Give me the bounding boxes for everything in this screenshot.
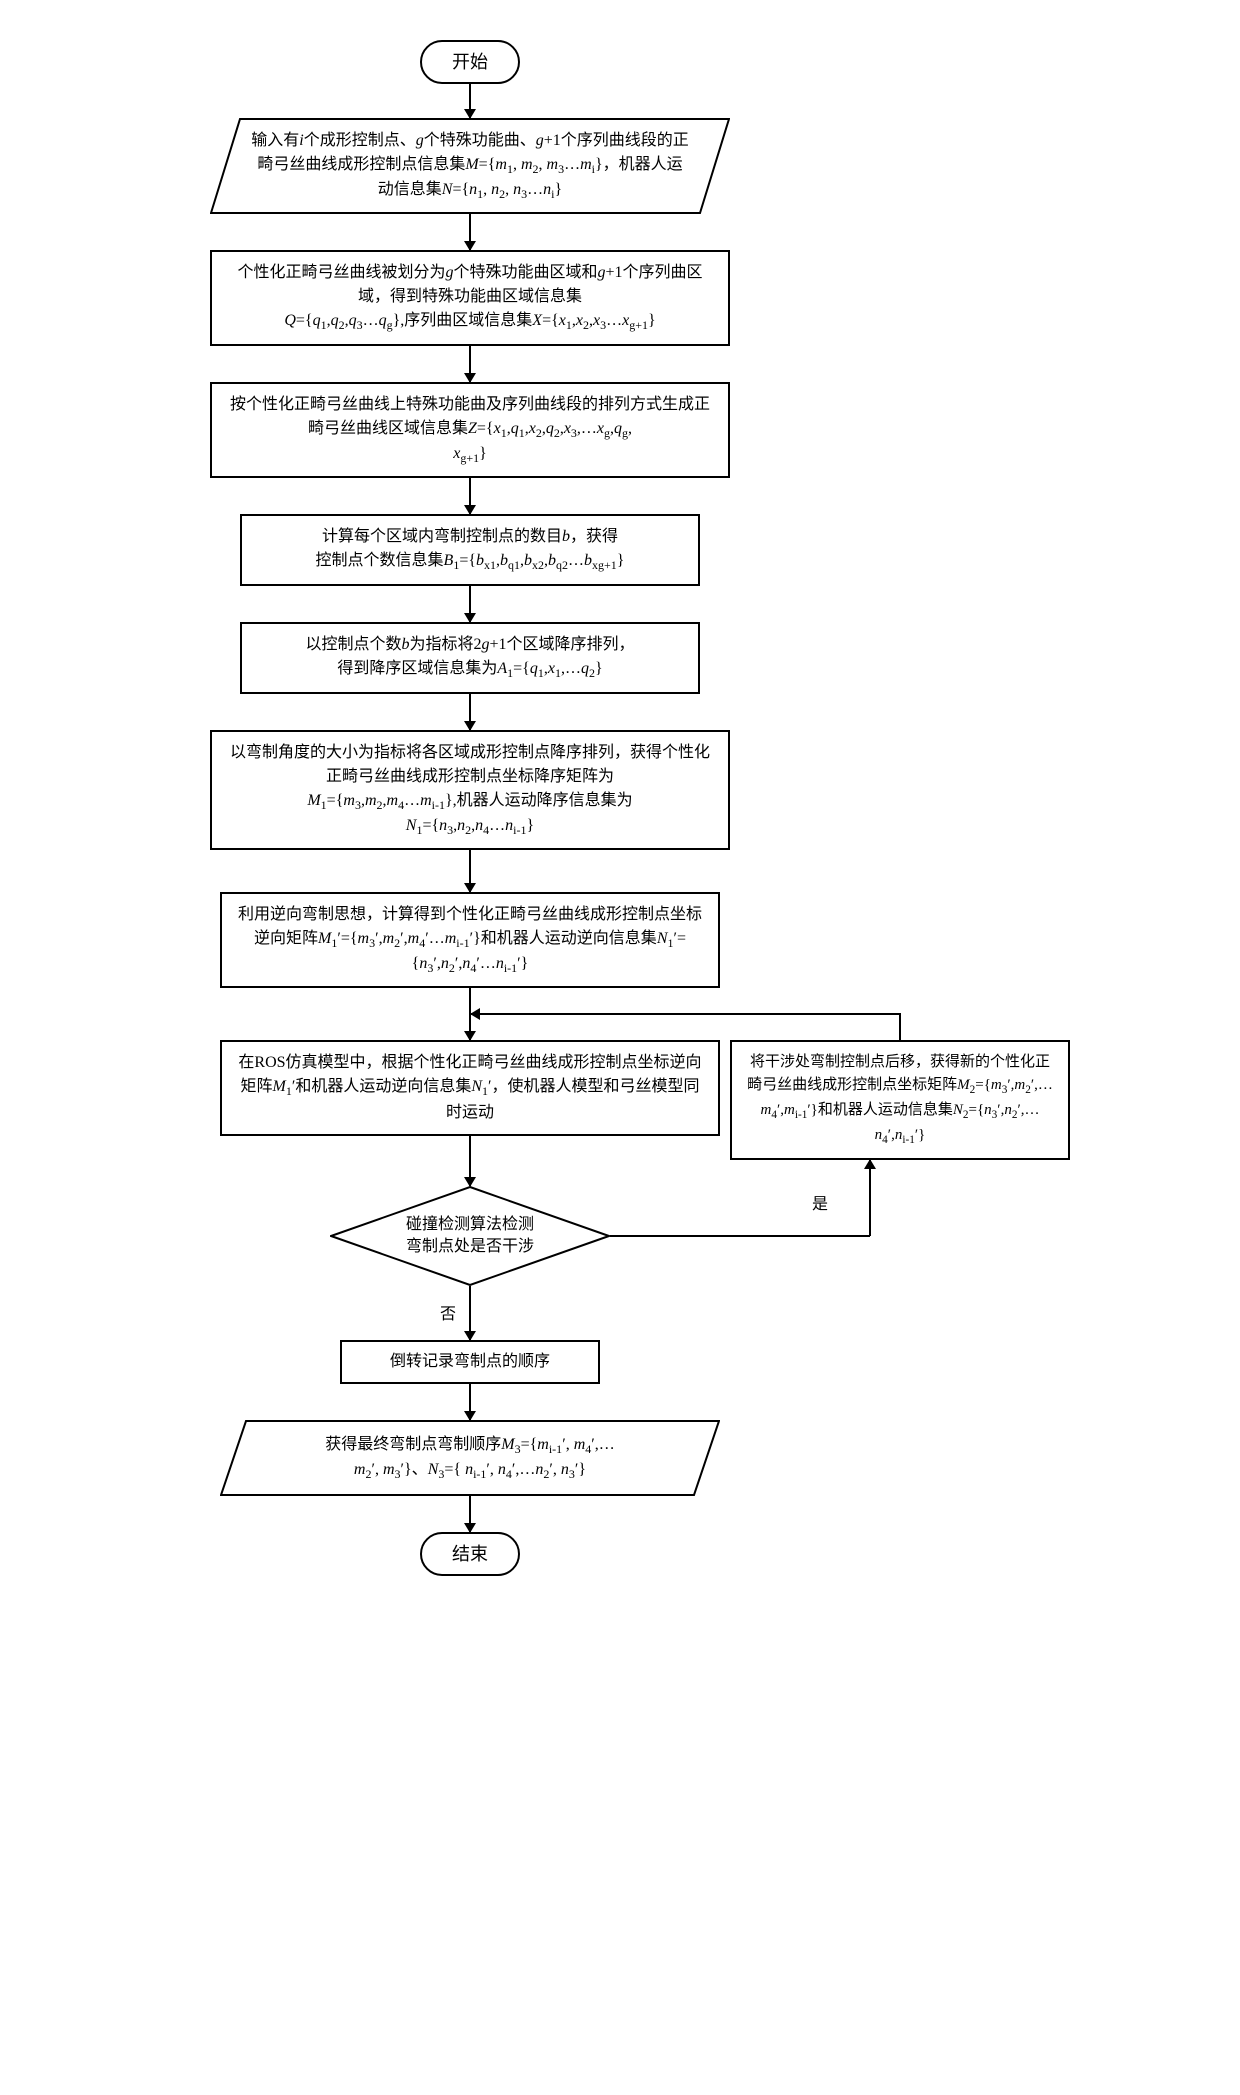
start-label: 开始 — [452, 49, 488, 76]
edge-yes-h1 — [610, 1235, 870, 1237]
process-p1: 个性化正畸弓丝曲线被划分为g个特殊功能曲区域和g+1个序列曲区域，得到特殊功能曲… — [210, 250, 730, 346]
end-label: 结束 — [452, 1541, 488, 1568]
io-input: 输入有i个成形控制点、g个特殊功能曲、g+1个序列曲线段的正畸弓丝曲线成形控制点… — [210, 118, 730, 214]
terminator-start: 开始 — [420, 40, 520, 84]
label-no: 否 — [438, 1300, 458, 1324]
arrow — [469, 1496, 471, 1532]
process-p2: 按个性化正畸弓丝曲线上特殊功能曲及序列曲线段的排列方式生成正畸弓丝曲线区域信息集… — [210, 382, 730, 478]
arrow — [469, 84, 471, 118]
p2-text: 按个性化正畸弓丝曲线上特殊功能曲及序列曲线段的排列方式生成正畸弓丝曲线区域信息集… — [226, 393, 714, 467]
edge-yes-v1 — [869, 1160, 871, 1236]
decision-collision: 碰撞检测算法检测弯制点处是否干涉 — [330, 1186, 610, 1286]
side-text: 将干涉处弯制控制点后移，获得新的个性化正畸弓丝曲线成形控制点坐标矩阵M2={m3… — [746, 1051, 1054, 1148]
arrow — [469, 850, 471, 892]
output-text: 获得最终弯制点弯制顺序M3={mi-1′, m4′,…m2′, m3′}、N3=… — [325, 1433, 615, 1483]
process-p3: 计算每个区域内弯制控制点的数目b，获得控制点个数信息集B1={bx1,bq1,b… — [240, 514, 700, 586]
arrow — [469, 478, 471, 514]
arrow — [469, 214, 471, 250]
edge-loop-v — [899, 1014, 901, 1040]
p3-text: 计算每个区域内弯制控制点的数目b，获得控制点个数信息集B1={bx1,bq1,b… — [316, 525, 625, 574]
process-p5: 以弯制角度的大小为指标将各区域成形控制点降序排列，获得个性化正畸弓丝曲线成形控制… — [210, 730, 730, 850]
process-p7: 在ROS仿真模型中，根据个性化正畸弓丝曲线成形控制点坐标逆向矩阵M1′和机器人运… — [220, 1040, 720, 1136]
arrow — [469, 1384, 471, 1420]
input-text: 输入有i个成形控制点、g个特殊功能曲、g+1个序列曲线段的正畸弓丝曲线成形控制点… — [250, 129, 690, 203]
p8-text: 倒转记录弯制点的顺序 — [390, 1350, 550, 1374]
p4-text: 以控制点个数b为指标将2g+1个区域降序排列，得到降序区域信息集为A1={q1,… — [305, 633, 634, 682]
p1-text: 个性化正畸弓丝曲线被划分为g个特殊功能曲区域和g+1个序列曲区域，得到特殊功能曲… — [226, 261, 714, 334]
arrow — [469, 1286, 471, 1340]
arrow — [469, 346, 471, 382]
terminator-end: 结束 — [420, 1532, 520, 1576]
io-output: 获得最终弯制点弯制顺序M3={mi-1′, m4′,…m2′, m3′}、N3=… — [220, 1420, 720, 1496]
process-p4: 以控制点个数b为指标将2g+1个区域降序排列，得到降序区域信息集为A1={q1,… — [240, 622, 700, 694]
arrow — [469, 694, 471, 730]
process-p8: 倒转记录弯制点的顺序 — [340, 1340, 600, 1384]
edge-loop-h — [471, 1013, 901, 1015]
label-yes: 是 — [810, 1190, 830, 1214]
arrow — [469, 1136, 471, 1186]
flowchart: 开始 输入有i个成形控制点、g个特殊功能曲、g+1个序列曲线段的正畸弓丝曲线成形… — [170, 40, 1070, 1600]
arrow — [469, 586, 471, 622]
p5-text: 以弯制角度的大小为指标将各区域成形控制点降序排列，获得个性化正畸弓丝曲线成形控制… — [226, 741, 714, 839]
process-p6: 利用逆向弯制思想，计算得到个性化正畸弓丝曲线成形控制点坐标逆向矩阵M1′={m3… — [220, 892, 720, 988]
decision-text: 碰撞检测算法检测弯制点处是否干涉 — [406, 1214, 534, 1259]
p7-text: 在ROS仿真模型中，根据个性化正畸弓丝曲线成形控制点坐标逆向矩阵M1′和机器人运… — [236, 1051, 704, 1124]
p6-text: 利用逆向弯制思想，计算得到个性化正畸弓丝曲线成形控制点坐标逆向矩阵M1′={m3… — [236, 903, 704, 977]
process-side: 将干涉处弯制控制点后移，获得新的个性化正畸弓丝曲线成形控制点坐标矩阵M2={m3… — [730, 1040, 1070, 1160]
